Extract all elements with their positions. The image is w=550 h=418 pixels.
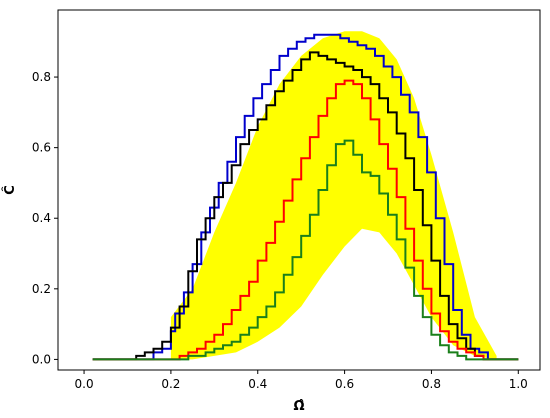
series-line-2 — [92, 51, 519, 361]
x-tick-label: 1.0 — [509, 377, 528, 391]
x-axis-label: Ω̂ — [293, 399, 304, 414]
y-tick-label: 0.2 — [32, 282, 51, 296]
y-tick-label: 0.8 — [32, 70, 51, 84]
series-line-1 — [92, 33, 519, 361]
x-tick-label: 0.6 — [335, 377, 354, 391]
x-axis: 0.0 0.2 0.4 0.6 0.8 1.0 — [75, 370, 528, 391]
x-tick-label: 0.4 — [248, 377, 267, 391]
y-tick-label: 0.0 — [32, 352, 51, 366]
plot-frame — [57, 9, 541, 371]
y-axis: 0.0 0.2 0.4 0.6 0.8 — [32, 70, 58, 366]
series-line-3 — [92, 79, 519, 361]
x-tick-label: 0.0 — [75, 377, 94, 391]
x-tick-label: 0.2 — [161, 377, 180, 391]
y-tick-label: 0.4 — [32, 211, 51, 225]
yellow-band — [170, 31, 497, 360]
x-tick-label: 0.8 — [422, 377, 441, 391]
y-tick-label: 0.6 — [32, 141, 51, 155]
yellow-band-layer — [170, 31, 497, 360]
y-axis-label: Ĉ — [2, 185, 18, 195]
series-line-4 — [92, 139, 519, 361]
series-lines-layer — [92, 33, 519, 361]
